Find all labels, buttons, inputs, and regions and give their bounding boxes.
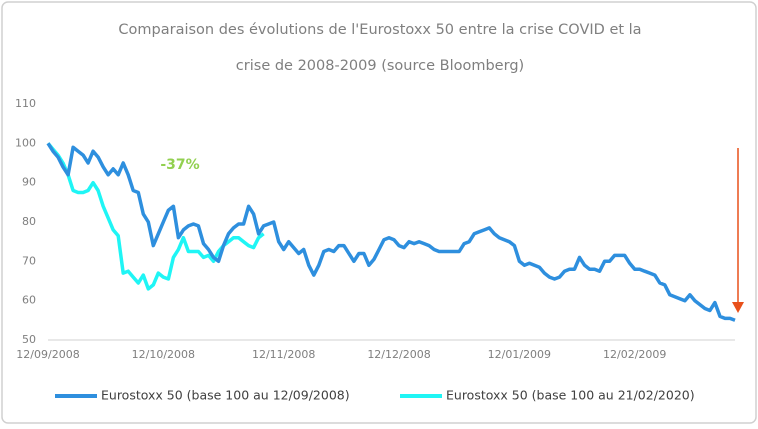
x-tick-label: 12/10/2008	[132, 348, 195, 361]
x-tick-label: 12/01/2009	[488, 348, 551, 361]
y-tick-label: 90	[22, 176, 36, 189]
y-tick-label: 80	[22, 215, 36, 228]
legend-label: Eurostoxx 50 (base 100 au 21/02/2020)	[446, 388, 695, 403]
y-tick-label: 110	[15, 97, 36, 110]
x-tick-label: 12/09/2008	[16, 348, 79, 361]
x-tick-label: 12/12/2008	[367, 348, 430, 361]
chart-title: crise de 2008-2009 (source Bloomberg)	[236, 58, 524, 74]
legend-label: Eurostoxx 50 (base 100 au 12/09/2008)	[101, 388, 350, 403]
y-tick-label: 70	[22, 254, 36, 267]
x-tick-label: 12/02/2009	[603, 348, 666, 361]
line-series	[46, 142, 736, 322]
y-tick-label: 50	[22, 333, 36, 346]
line-series	[46, 142, 265, 291]
chart-title: Comparaison des évolutions de l'Eurostox…	[118, 22, 641, 38]
arrow-head	[732, 302, 744, 313]
x-tick-label: 12/11/2008	[252, 348, 315, 361]
annotation: -37%	[160, 157, 199, 173]
y-tick-label: 100	[15, 136, 36, 149]
y-tick-label: 60	[22, 294, 36, 307]
